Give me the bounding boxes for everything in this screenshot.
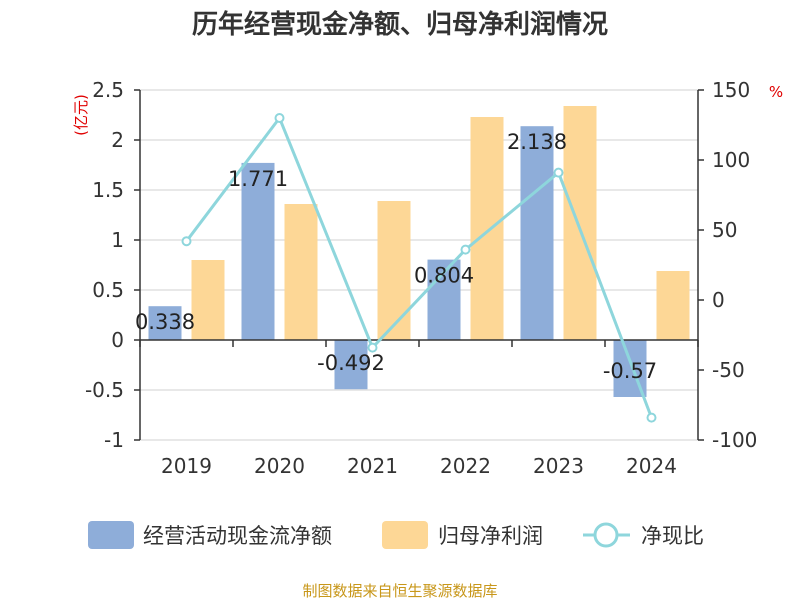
bar-profit-2023 — [563, 106, 597, 340]
x-tick-label: 2019 — [161, 454, 212, 478]
data-label-cashflow-2022: 0.804 — [414, 264, 474, 288]
bar-marks — [148, 106, 690, 397]
legend-swatch-cashflow — [88, 521, 134, 549]
legend-swatch-profit — [382, 521, 428, 549]
line-series — [181, 113, 657, 423]
right-tick-label: 150 — [712, 78, 750, 102]
left-tick-label: -0.5 — [85, 378, 124, 402]
legend-marker-ratio — [593, 522, 619, 548]
right-tick-label: 100 — [712, 148, 750, 172]
left-tick-label: 0.5 — [92, 278, 124, 302]
ratio-point-2023 — [553, 167, 564, 178]
data-label-cashflow-2020: 1.771 — [228, 167, 288, 191]
x-tick-label: 2023 — [533, 454, 584, 478]
right-tick-label: 50 — [712, 218, 737, 242]
bar-cashflow-2019 — [148, 306, 182, 340]
data-label-cashflow-2021: -0.492 — [317, 351, 385, 375]
legend-item-ratio[interactable]: 净现比 — [583, 522, 704, 548]
x-tick-label: 2020 — [254, 454, 305, 478]
data-label-cashflow-2024: -0.57 — [603, 359, 657, 383]
left-tick-label: 2.5 — [92, 78, 124, 102]
tick-labels: 2.5 2 1.5 1 0.5 0 -0.5 -1 150 100 50 0 -50 -100 2019 20… — [85, 78, 757, 478]
data-label-cashflow-2019: 0.338 — [135, 310, 195, 334]
bar-cashflow-2023 — [520, 126, 554, 340]
data-label-cashflow-2023: 2.138 — [507, 130, 567, 154]
bar-profit-2024 — [656, 271, 690, 340]
x-tick-label: 2021 — [347, 454, 398, 478]
ratio-point-2019 — [181, 236, 192, 247]
left-tick-label: 1 — [111, 228, 124, 252]
ratio-line — [185, 114, 653, 419]
grid-lines — [140, 89, 698, 441]
legend-item-profit[interactable]: 归母净利润 — [382, 521, 543, 549]
legend-item-cashflow[interactable]: 经营活动现金流净额 — [88, 521, 332, 549]
axes — [134, 89, 704, 441]
left-tick-label: 1.5 — [92, 178, 124, 202]
right-axis-unit: % — [769, 83, 783, 101]
legend: 经营活动现金流净额 归母净利润 净现比 — [88, 521, 704, 549]
left-axis-unit: (亿元) — [72, 94, 90, 136]
left-tick-label: -1 — [104, 428, 124, 452]
bar-profit-2019 — [191, 260, 225, 340]
chart-title: 历年经营现金净额、归母净利润情况 — [191, 10, 608, 40]
ratio-point-2022 — [460, 244, 471, 255]
legend-label-ratio: 净现比 — [641, 524, 704, 548]
x-tick-label: 2024 — [626, 454, 677, 478]
left-tick-label: 0 — [111, 328, 124, 352]
bar-profit-2022 — [470, 117, 504, 340]
data-source: 制图数据来自恒生聚源数据库 — [302, 582, 497, 600]
ratio-point-2021 — [367, 342, 378, 353]
bar-profit-2021 — [377, 201, 411, 340]
bar-cashflow-2020 — [241, 162, 275, 340]
right-tick-label: 0 — [712, 288, 725, 312]
legend-label-cashflow: 经营活动现金流净额 — [143, 524, 332, 548]
bar-cashflow-2021 — [334, 340, 368, 390]
left-tick-label: 2 — [111, 128, 124, 152]
ratio-point-2024 — [646, 412, 657, 423]
right-tick-label: -50 — [712, 358, 745, 382]
legend-label-profit: 归母净利润 — [438, 524, 543, 548]
right-tick-label: -100 — [712, 428, 757, 452]
bar-profit-2020 — [284, 204, 318, 340]
data-labels: 0.338 1.771 -0.492 0.804 2.138 -0.57 — [135, 130, 657, 383]
x-tick-label: 2022 — [440, 454, 491, 478]
ratio-point-2020 — [274, 113, 285, 123]
